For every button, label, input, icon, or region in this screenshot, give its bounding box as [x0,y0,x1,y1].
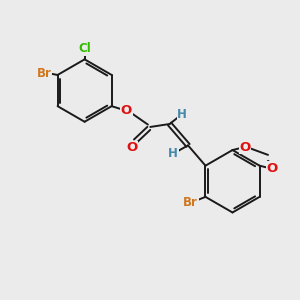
Text: H: H [168,147,178,160]
Text: O: O [126,141,137,154]
Text: Cl: Cl [78,42,91,56]
Text: H: H [177,108,187,121]
Text: Br: Br [183,196,198,209]
Text: O: O [266,162,278,175]
Text: Br: Br [37,67,52,80]
Text: O: O [121,104,132,117]
Text: O: O [239,141,250,154]
